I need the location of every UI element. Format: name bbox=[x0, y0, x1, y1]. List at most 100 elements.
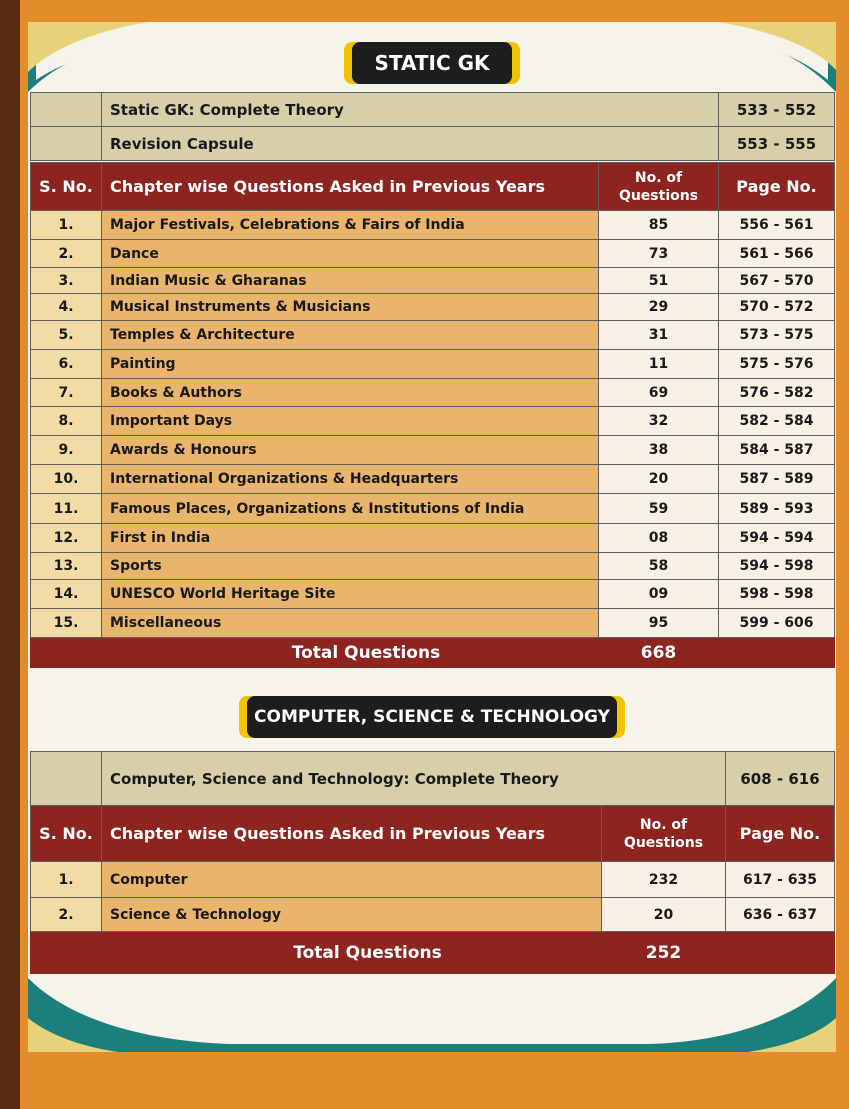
row-chapter: Science & Technology bbox=[101, 897, 602, 932]
row-chapter: First in India bbox=[101, 523, 599, 553]
cst-theory-table: Computer, Science and Technology: Comple… bbox=[30, 751, 835, 806]
row-pages: 599 - 606 bbox=[718, 608, 835, 638]
row-pages: 584 - 587 bbox=[718, 435, 835, 465]
table-row: 13. Sports 58 594 - 598 bbox=[30, 552, 835, 580]
cst-section-title: COMPUTER, SCIENCE & TECHNOLOGY bbox=[247, 696, 617, 738]
row-pages: 561 - 566 bbox=[718, 239, 835, 268]
row-sno: 14. bbox=[30, 579, 102, 609]
total-blank bbox=[30, 931, 102, 974]
theory-label: Computer, Science and Technology: Comple… bbox=[101, 751, 726, 806]
theory-row: Computer, Science and Technology: Comple… bbox=[30, 751, 835, 806]
page-header: Page No. bbox=[718, 162, 835, 211]
row-chapter: Important Days bbox=[101, 406, 599, 436]
row-questions: 08 bbox=[598, 523, 719, 553]
row-chapter: Awards & Honours bbox=[101, 435, 599, 465]
chapter-header: Chapter wise Questions Asked in Previous… bbox=[101, 162, 599, 211]
total-label: Total Questions bbox=[101, 931, 602, 974]
row-sno: 5. bbox=[30, 320, 102, 350]
static-gk-chapter-table: S. No. Chapter wise Questions Asked in P… bbox=[30, 162, 835, 668]
table-row: 6. Painting 11 575 - 576 bbox=[30, 349, 835, 379]
theory-pages: 608 - 616 bbox=[725, 751, 835, 806]
page-header: Page No. bbox=[725, 805, 835, 862]
row-pages: 636 - 637 bbox=[725, 897, 835, 932]
row-sno: 15. bbox=[30, 608, 102, 638]
table-header-row: S. No. Chapter wise Questions Asked in P… bbox=[30, 805, 835, 862]
row-chapter: Sports bbox=[101, 552, 599, 580]
static-gk-theory-table: Static GK: Complete Theory 533 - 552 Rev… bbox=[30, 92, 835, 161]
row-pages: 594 - 594 bbox=[718, 523, 835, 553]
table-row: 14. UNESCO World Heritage Site 09 598 - 598 bbox=[30, 579, 835, 609]
row-chapter: Musical Instruments & Musicians bbox=[101, 293, 599, 321]
book-spine bbox=[0, 0, 20, 1109]
top-swoosh-decoration bbox=[28, 22, 836, 92]
row-chapter: Indian Music & Gharanas bbox=[101, 267, 599, 294]
row-pages: 587 - 589 bbox=[718, 464, 835, 494]
row-questions: 51 bbox=[598, 267, 719, 294]
row-questions: 69 bbox=[598, 378, 719, 407]
total-value: 668 bbox=[598, 637, 719, 668]
table-row: 3. Indian Music & Gharanas 51 567 - 570 bbox=[30, 267, 835, 294]
row-chapter: Dance bbox=[101, 239, 599, 268]
row-questions: 85 bbox=[598, 210, 719, 240]
row-sno: 2. bbox=[30, 239, 102, 268]
cst-chapter-table: S. No. Chapter wise Questions Asked in P… bbox=[30, 805, 835, 974]
table-row: 7. Books & Authors 69 576 - 582 bbox=[30, 378, 835, 407]
bottom-swoosh-decoration bbox=[28, 978, 836, 1052]
row-sno: 4. bbox=[30, 293, 102, 321]
table-row: 2. Dance 73 561 - 566 bbox=[30, 239, 835, 268]
sno-header: S. No. bbox=[30, 162, 102, 211]
row-pages: 575 - 576 bbox=[718, 349, 835, 379]
row-sno: 6. bbox=[30, 349, 102, 379]
row-chapter: Computer bbox=[101, 861, 602, 898]
row-sno: 10. bbox=[30, 464, 102, 494]
row-questions: 29 bbox=[598, 293, 719, 321]
row-questions: 232 bbox=[601, 861, 726, 898]
sno-header: S. No. bbox=[30, 805, 102, 862]
table-row: 1. Computer 232 617 - 635 bbox=[30, 861, 835, 898]
row-questions: 59 bbox=[598, 493, 719, 524]
row-questions: 32 bbox=[598, 406, 719, 436]
chapter-header: Chapter wise Questions Asked in Previous… bbox=[101, 805, 602, 862]
total-blank bbox=[30, 637, 102, 668]
row-pages: 589 - 593 bbox=[718, 493, 835, 524]
theory-pages: 533 - 552 bbox=[718, 92, 835, 127]
table-row: 4. Musical Instruments & Musicians 29 570 -… bbox=[30, 293, 835, 321]
row-chapter: Major Festivals, Celebrations & Fairs of… bbox=[101, 210, 599, 240]
total-row: Total Questions 252 bbox=[30, 931, 835, 974]
total-blank bbox=[718, 637, 835, 668]
row-pages: 573 - 575 bbox=[718, 320, 835, 350]
row-pages: 570 - 572 bbox=[718, 293, 835, 321]
total-row: Total Questions 668 bbox=[30, 637, 835, 668]
row-pages: 617 - 635 bbox=[725, 861, 835, 898]
row-sno: 1. bbox=[30, 861, 102, 898]
row-questions: 09 bbox=[598, 579, 719, 609]
row-questions: 73 bbox=[598, 239, 719, 268]
table-row: 12. First in India 08 594 - 594 bbox=[30, 523, 835, 553]
row-chapter: UNESCO World Heritage Site bbox=[101, 579, 599, 609]
table-row: 15. Miscellaneous 95 599 - 606 bbox=[30, 608, 835, 638]
row-chapter: Painting bbox=[101, 349, 599, 379]
table-row: 5. Temples & Architecture 31 573 - 575 bbox=[30, 320, 835, 350]
row-questions: 95 bbox=[598, 608, 719, 638]
theory-pages: 553 - 555 bbox=[718, 126, 835, 161]
row-sno: 8. bbox=[30, 406, 102, 436]
theory-label: Revision Capsule bbox=[101, 126, 719, 161]
row-questions: 58 bbox=[598, 552, 719, 580]
table-row: 8. Important Days 32 582 - 584 bbox=[30, 406, 835, 436]
row-sno: 3. bbox=[30, 267, 102, 294]
table-row: 9. Awards & Honours 38 584 - 587 bbox=[30, 435, 835, 465]
theory-label: Static GK: Complete Theory bbox=[101, 92, 719, 127]
row-sno: 12. bbox=[30, 523, 102, 553]
questions-header: No. of Questions bbox=[598, 162, 719, 211]
row-questions: 20 bbox=[598, 464, 719, 494]
row-questions: 38 bbox=[598, 435, 719, 465]
theory-blank-cell bbox=[30, 92, 102, 127]
row-chapter: International Organizations & Headquarte… bbox=[101, 464, 599, 494]
row-sno: 2. bbox=[30, 897, 102, 932]
row-sno: 7. bbox=[30, 378, 102, 407]
table-header-row: S. No. Chapter wise Questions Asked in P… bbox=[30, 162, 835, 211]
questions-header: No. of Questions bbox=[601, 805, 726, 862]
row-chapter: Miscellaneous bbox=[101, 608, 599, 638]
theory-row: Revision Capsule 553 - 555 bbox=[30, 126, 835, 161]
total-blank bbox=[725, 931, 835, 974]
